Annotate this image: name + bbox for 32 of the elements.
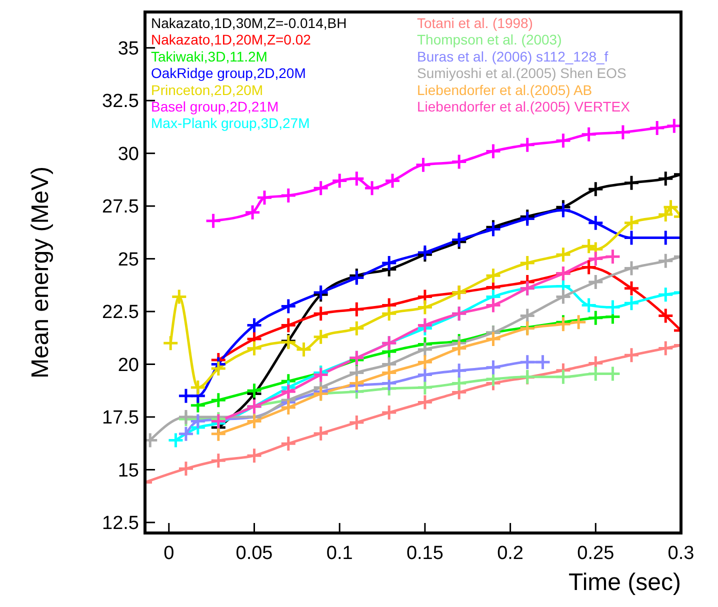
text: Liebendorfer et al.(2005) VERTEX <box>417 98 631 114</box>
text: Basel group,2D,21M <box>151 98 279 114</box>
x-tick-label: 0.3 <box>668 543 694 564</box>
y-tick-label: 12.5 <box>102 513 139 534</box>
y-tick-label: 17.5 <box>102 408 139 429</box>
text: Nakazato,1D,20M,Z=0.02 <box>151 32 312 48</box>
y-tick-label: 35 <box>118 38 139 60</box>
text: Max-Plank group,3D,27M <box>151 115 310 132</box>
text: Sumiyoshi et al.(2005) Shen EOS <box>417 65 626 82</box>
y-axis-title: Mean energy (MeV) <box>27 166 54 379</box>
text: Takiwaki,3D,11.2M <box>151 48 268 64</box>
y-tick-label: 15 <box>118 460 139 482</box>
y-tick-label: 30 <box>118 144 139 165</box>
text: Totani et al. (1998) <box>417 15 533 31</box>
y-tick-label: 22.5 <box>102 302 139 324</box>
x-axis-title: Time (sec) <box>568 569 681 596</box>
x-tick-label: 0.15 <box>406 543 444 564</box>
y-tick-label: 20 <box>118 354 139 376</box>
text: Nakazato,1D,30M,Z=-0.014,BH <box>151 15 347 31</box>
text: Princeton,2D,20M <box>151 82 264 98</box>
y-tick-label: 25 <box>118 249 139 270</box>
x-tick-label: 0.05 <box>236 543 273 564</box>
text: Buras et al. (2006) s112_128_f <box>417 48 608 64</box>
x-tick-label: 0.2 <box>497 543 524 564</box>
y-tick-label: 32.5 <box>102 91 139 112</box>
text: Liebendorfer et al.(2005) AB <box>417 82 592 98</box>
x-tick-label: 0.25 <box>577 543 614 564</box>
x-tick-label: 0 <box>164 543 174 564</box>
text: OakRidge group,2D,20M <box>151 65 306 82</box>
y-tick-label: 27.5 <box>102 196 139 218</box>
x-tick-label: 0.1 <box>326 543 353 564</box>
text: Thompson et al. (2003) <box>417 32 562 48</box>
